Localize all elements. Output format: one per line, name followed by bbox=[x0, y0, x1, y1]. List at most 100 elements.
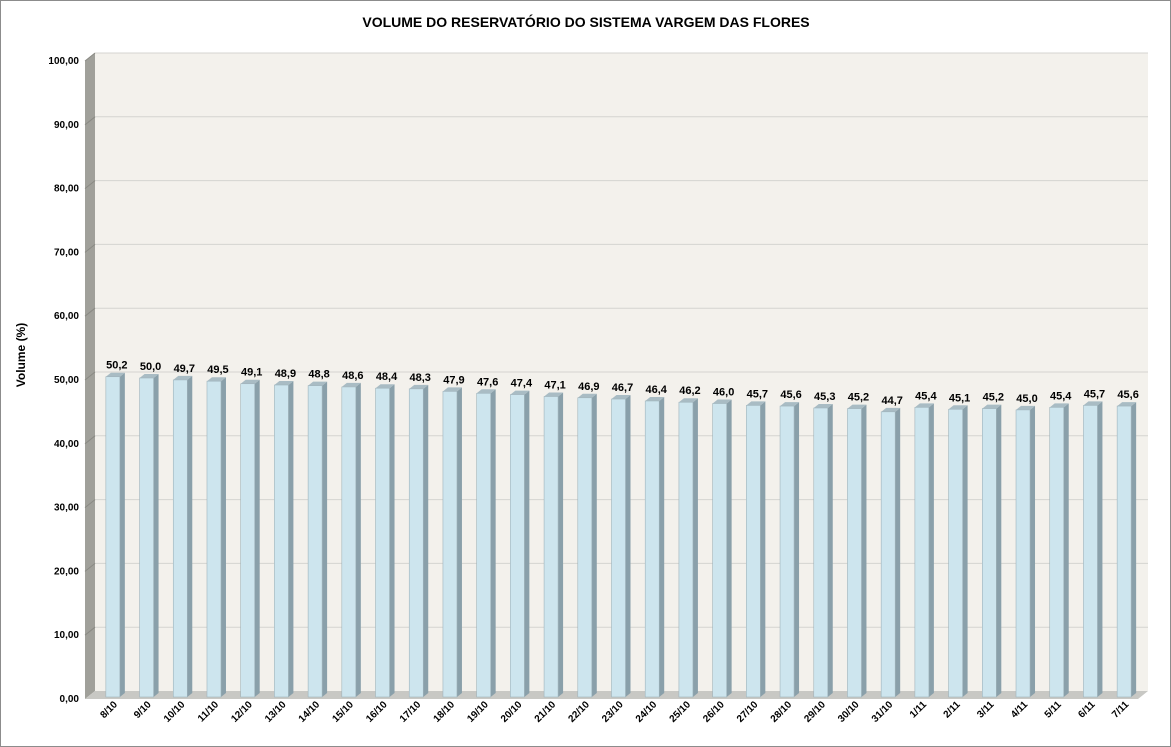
y-tick-label: 0,00 bbox=[60, 694, 80, 705]
data-label: 45,6 bbox=[780, 389, 801, 401]
bar-top bbox=[308, 381, 328, 386]
bar bbox=[375, 387, 390, 698]
data-label: 48,9 bbox=[275, 368, 296, 380]
data-label: 45,7 bbox=[1084, 388, 1105, 400]
bar-side bbox=[187, 375, 193, 697]
y-tick-label: 20,00 bbox=[54, 566, 79, 577]
x-tick-label: 1/11 bbox=[908, 699, 929, 720]
data-label: 46,7 bbox=[612, 382, 633, 394]
gridline-wall bbox=[84, 307, 96, 317]
x-tick-label: 26/10 bbox=[701, 699, 727, 725]
x-tick-label: 20/10 bbox=[499, 699, 525, 725]
bar bbox=[139, 377, 154, 698]
x-tick-label: 22/10 bbox=[566, 699, 592, 725]
bar-top bbox=[409, 384, 429, 389]
data-label: 45,0 bbox=[1016, 393, 1037, 405]
data-label: 45,4 bbox=[915, 390, 937, 402]
bar-top bbox=[1117, 402, 1137, 407]
bar-top bbox=[1083, 401, 1103, 406]
bar-side bbox=[456, 387, 462, 697]
bar-top bbox=[948, 405, 968, 410]
bar-side bbox=[625, 395, 631, 697]
bar-side bbox=[153, 374, 159, 697]
bar-top bbox=[914, 403, 934, 408]
bar bbox=[1083, 405, 1098, 698]
bar bbox=[274, 384, 289, 698]
bar bbox=[341, 386, 357, 698]
bar-side bbox=[659, 396, 665, 697]
data-label: 48,3 bbox=[410, 372, 431, 384]
data-label: 47,6 bbox=[477, 376, 498, 388]
bar bbox=[408, 388, 424, 698]
data-label: 48,4 bbox=[376, 371, 398, 383]
bar-top bbox=[746, 401, 766, 406]
bar bbox=[476, 393, 491, 698]
x-tick-label: 24/10 bbox=[634, 699, 660, 725]
bar-side bbox=[558, 392, 564, 697]
bar-top bbox=[274, 381, 294, 386]
bar-top bbox=[341, 382, 361, 387]
data-label: 45,4 bbox=[1050, 390, 1072, 402]
x-tick-label: 29/10 bbox=[802, 699, 828, 725]
bar-side bbox=[254, 379, 260, 697]
bar bbox=[982, 408, 997, 698]
x-tick-label: 19/10 bbox=[465, 699, 491, 725]
bar bbox=[206, 380, 222, 698]
bar-top bbox=[881, 407, 901, 412]
gridline-wall bbox=[84, 499, 96, 508]
bar-top bbox=[476, 389, 496, 394]
x-tick-label: 14/10 bbox=[297, 699, 323, 725]
x-tick-label: 6/11 bbox=[1076, 699, 1097, 720]
bar bbox=[746, 405, 761, 698]
y-tick-label: 10,00 bbox=[54, 630, 79, 641]
x-tick-label: 31/10 bbox=[870, 699, 896, 725]
bar bbox=[948, 408, 963, 698]
data-label: 45,2 bbox=[983, 392, 1004, 404]
bar-top bbox=[442, 387, 462, 392]
bar-top bbox=[510, 390, 530, 395]
bar-side bbox=[423, 384, 429, 697]
y-tick-label: 80,00 bbox=[54, 184, 79, 195]
bar-side bbox=[389, 384, 395, 697]
data-label: 46,9 bbox=[578, 381, 599, 393]
bar-top bbox=[139, 374, 159, 378]
x-tick-label: 27/10 bbox=[735, 699, 761, 725]
bar bbox=[442, 391, 458, 698]
data-label: 45,3 bbox=[814, 391, 835, 403]
data-label: 46,2 bbox=[679, 385, 700, 397]
x-tick-label: 5/11 bbox=[1043, 699, 1064, 720]
bar bbox=[240, 383, 255, 698]
y-tick-label: 90,00 bbox=[54, 120, 79, 131]
x-tick-label: 13/10 bbox=[263, 699, 289, 725]
bar-side bbox=[355, 382, 361, 697]
bar-top bbox=[813, 403, 833, 408]
bar-side bbox=[794, 402, 800, 697]
plot-area: 0,00 10,00 20,00 30,00 40,00 50,00 60,00 70,00 8… bbox=[48, 52, 1148, 725]
data-label: 49,7 bbox=[174, 363, 195, 375]
data-label: 46,4 bbox=[645, 384, 667, 396]
bar bbox=[1015, 409, 1031, 698]
bar-top bbox=[982, 404, 1002, 409]
x-tick-label: 23/10 bbox=[600, 699, 626, 725]
bar-side bbox=[1097, 401, 1103, 697]
x-tick-label: 28/10 bbox=[769, 699, 795, 725]
x-tick-label: 8/10 bbox=[98, 699, 120, 721]
data-label: 45,1 bbox=[949, 392, 970, 404]
bar bbox=[105, 376, 121, 698]
data-label: 45,7 bbox=[747, 388, 768, 400]
bar-top bbox=[375, 384, 395, 389]
gridline-wall bbox=[84, 626, 96, 636]
bar bbox=[577, 397, 593, 698]
bar-side bbox=[827, 403, 833, 697]
bar bbox=[813, 407, 829, 698]
bar-side bbox=[760, 401, 766, 697]
bar bbox=[914, 407, 930, 698]
x-tick-label: 3/11 bbox=[975, 699, 996, 720]
y-tick-label: 30,00 bbox=[54, 503, 79, 514]
bar bbox=[307, 385, 323, 698]
y-tick-label: 50,00 bbox=[54, 375, 79, 386]
data-label: 47,4 bbox=[511, 378, 533, 390]
bar-side bbox=[1030, 405, 1036, 697]
bar-side bbox=[895, 407, 901, 697]
